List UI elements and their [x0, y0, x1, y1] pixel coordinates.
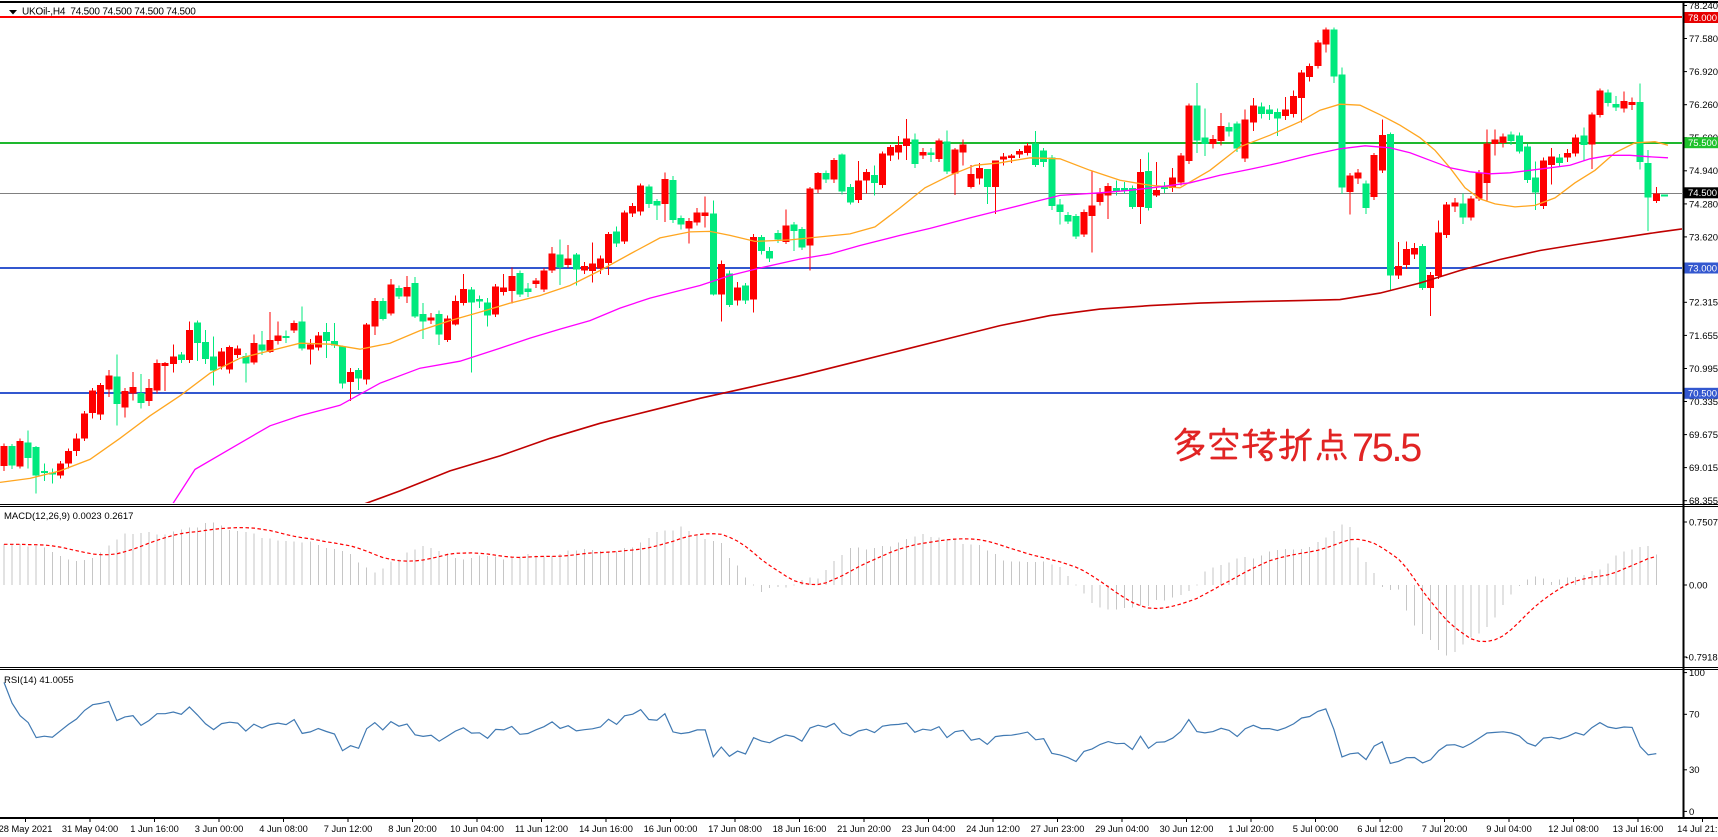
svg-text:69.675: 69.675	[1689, 430, 1718, 441]
svg-text:5 Jul 00:00: 5 Jul 00:00	[1293, 824, 1339, 834]
svg-text:78.240: 78.240	[1689, 1, 1718, 12]
svg-text:4 Jun 08:00: 4 Jun 08:00	[259, 824, 308, 834]
svg-text:12 Jul 08:00: 12 Jul 08:00	[1548, 824, 1599, 834]
svg-text:71.655: 71.655	[1689, 331, 1718, 342]
svg-text:0.00: 0.00	[1689, 580, 1708, 591]
svg-text:70.335: 70.335	[1689, 397, 1718, 408]
svg-text:MACD(12,26,9) 0.0023 0.2617: MACD(12,26,9) 0.0023 0.2617	[4, 511, 133, 522]
svg-text:14 Jul 21:15: 14 Jul 21:15	[1677, 824, 1718, 834]
svg-text:16 Jun 00:00: 16 Jun 00:00	[644, 824, 698, 834]
svg-text:70.995: 70.995	[1689, 364, 1718, 375]
svg-text:69.015: 69.015	[1689, 463, 1718, 474]
svg-text:0.7507: 0.7507	[1689, 517, 1718, 528]
svg-text:24 Jun 12:00: 24 Jun 12:00	[966, 824, 1020, 834]
svg-text:0: 0	[1689, 807, 1694, 818]
svg-text:30: 30	[1689, 765, 1700, 776]
svg-text:11 Jun 12:00: 11 Jun 12:00	[515, 824, 568, 834]
svg-text:31 May 04:00: 31 May 04:00	[62, 824, 118, 834]
svg-text:77.580: 77.580	[1689, 34, 1718, 45]
svg-text:73.000: 73.000	[1688, 263, 1717, 274]
svg-text:70: 70	[1689, 710, 1700, 721]
svg-text:75.500: 75.500	[1688, 138, 1717, 149]
svg-text:74.500: 74.500	[1688, 188, 1717, 199]
svg-text:76.260: 76.260	[1689, 100, 1718, 111]
svg-text:28 May 2021: 28 May 2021	[0, 824, 52, 834]
svg-text:3 Jun 00:00: 3 Jun 00:00	[195, 824, 244, 834]
svg-text:29 Jun 04:00: 29 Jun 04:00	[1095, 824, 1149, 834]
svg-text:7 Jul 20:00: 7 Jul 20:00	[1422, 824, 1468, 834]
svg-text:73.620: 73.620	[1689, 232, 1718, 243]
svg-text:14 Jun 16:00: 14 Jun 16:00	[579, 824, 633, 834]
svg-text:-0.7918: -0.7918	[1686, 652, 1718, 663]
svg-text:UKOil-,H4 74.500 74.500 74.50: UKOil-,H4 74.500 74.500 74.500 74.500	[22, 7, 196, 18]
svg-text:74.940: 74.940	[1689, 166, 1718, 177]
svg-text:10 Jun 04:00: 10 Jun 04:00	[450, 824, 504, 834]
svg-text:30 Jun 12:00: 30 Jun 12:00	[1160, 824, 1214, 834]
svg-text:78.000: 78.000	[1688, 13, 1717, 24]
svg-text:13 Jul 16:00: 13 Jul 16:00	[1613, 824, 1664, 834]
svg-text:1 Jul 20:00: 1 Jul 20:00	[1228, 824, 1274, 834]
svg-text:74.280: 74.280	[1689, 199, 1718, 210]
svg-text:75.5: 75.5	[1352, 426, 1421, 470]
svg-text:21 Jun 20:00: 21 Jun 20:00	[837, 824, 891, 834]
svg-text:27 Jun 23:00: 27 Jun 23:00	[1031, 824, 1085, 834]
svg-text:6 Jul 12:00: 6 Jul 12:00	[1357, 824, 1403, 834]
svg-text:23 Jun 04:00: 23 Jun 04:00	[902, 824, 956, 834]
svg-text:9 Jul 04:00: 9 Jul 04:00	[1486, 824, 1532, 834]
svg-text:18 Jun 16:00: 18 Jun 16:00	[773, 824, 827, 834]
svg-text:7 Jun 12:00: 7 Jun 12:00	[324, 824, 373, 834]
svg-text:100: 100	[1689, 668, 1705, 679]
svg-text:17 Jun 08:00: 17 Jun 08:00	[708, 824, 762, 834]
svg-text:70.500: 70.500	[1688, 389, 1717, 400]
svg-text:76.920: 76.920	[1689, 67, 1718, 78]
svg-text:RSI(14) 41.0055: RSI(14) 41.0055	[4, 675, 74, 686]
svg-text:1 Jun 16:00: 1 Jun 16:00	[130, 824, 179, 834]
svg-text:8 Jun 20:00: 8 Jun 20:00	[388, 824, 437, 834]
svg-text:68.355: 68.355	[1689, 496, 1718, 507]
svg-text:72.315: 72.315	[1689, 298, 1718, 309]
